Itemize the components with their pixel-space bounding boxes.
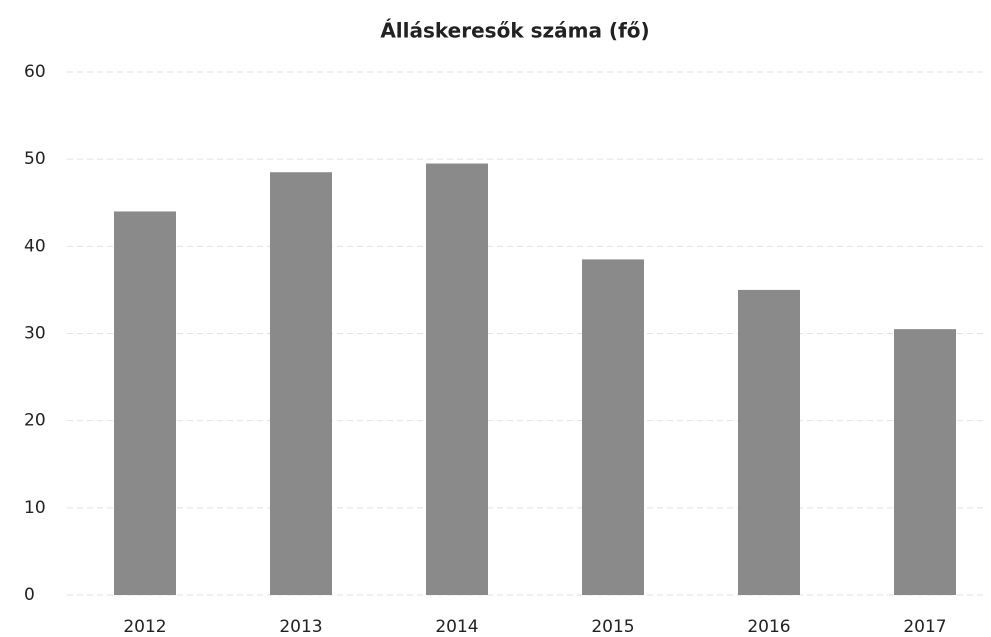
x-tick-label: 2014: [435, 617, 478, 637]
y-tick-label: 0: [24, 585, 35, 605]
bar: [426, 163, 488, 595]
y-tick-label: 40: [24, 236, 46, 256]
bar: [582, 259, 644, 595]
bar: [738, 289, 800, 595]
bar: [114, 211, 176, 595]
x-tick-label: 2016: [747, 617, 790, 637]
y-tick-label: 60: [24, 62, 46, 82]
chart-title: Álláskeresők száma (fő): [380, 19, 649, 43]
x-tick-label: 2013: [279, 617, 322, 637]
y-tick-label: 30: [24, 324, 46, 344]
bar: [270, 172, 332, 595]
x-tick-label: 2017: [903, 617, 946, 637]
x-tick-label: 2015: [591, 617, 634, 637]
x-tick-label: 2012: [123, 617, 166, 637]
y-tick-label: 20: [24, 411, 46, 431]
y-tick-label: 50: [24, 149, 46, 169]
bar: [894, 329, 956, 595]
y-tick-label: 10: [24, 498, 46, 518]
